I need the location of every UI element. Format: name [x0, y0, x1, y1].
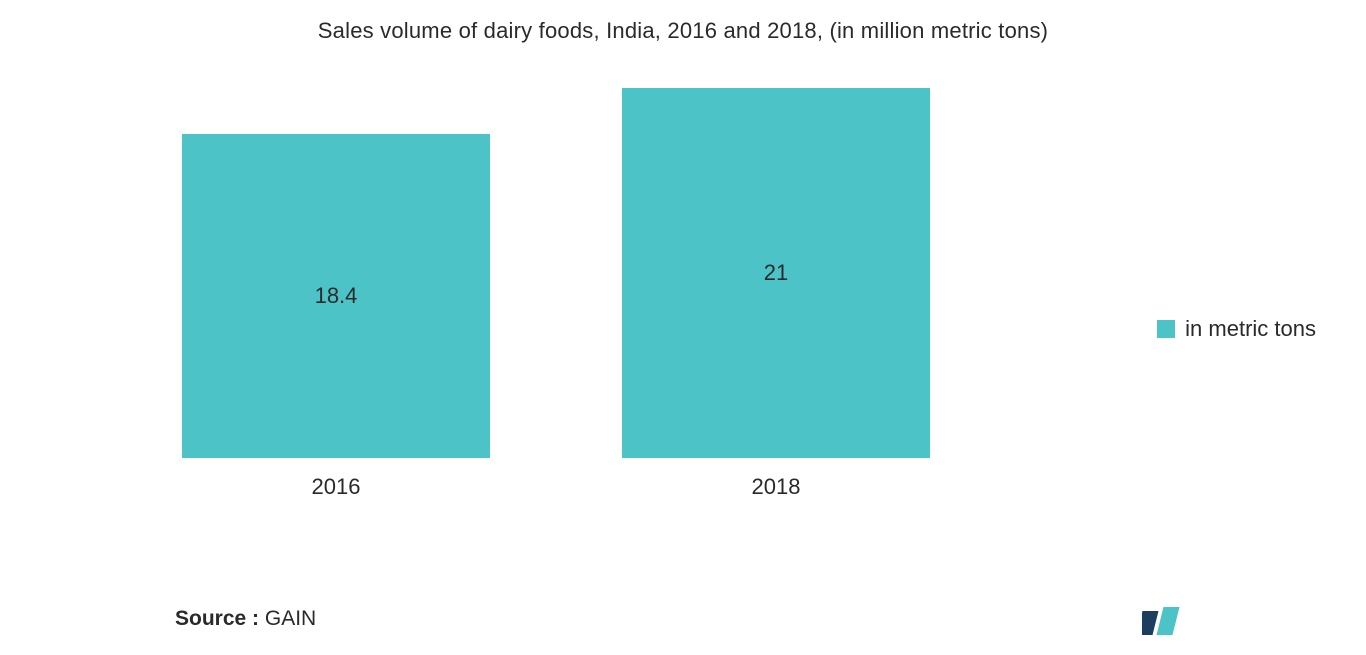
legend-label: in metric tons [1185, 316, 1316, 342]
chart-container: 18.4 21 2016 2018 [120, 88, 990, 508]
x-tick-2018: 2018 [752, 474, 801, 500]
x-tick-2016: 2016 [312, 474, 361, 500]
brand-logo-icon [1142, 605, 1186, 637]
bar-value-2018: 21 [764, 260, 788, 286]
chart-title: Sales volume of dairy foods, India, 2016… [0, 0, 1366, 44]
source-line: Source : GAIN [175, 607, 316, 631]
logo-bar1-icon [1142, 611, 1159, 635]
plot-area: 18.4 21 [120, 88, 990, 458]
source-value: GAIN [265, 607, 316, 630]
legend: in metric tons [1157, 316, 1316, 342]
bar-2018: 21 [622, 88, 930, 458]
bar-value-2016: 18.4 [315, 283, 358, 309]
legend-swatch-icon [1157, 320, 1175, 338]
source-label: Source : [175, 607, 259, 630]
logo-bar2-icon [1157, 607, 1180, 635]
bar-2016: 18.4 [182, 134, 490, 458]
